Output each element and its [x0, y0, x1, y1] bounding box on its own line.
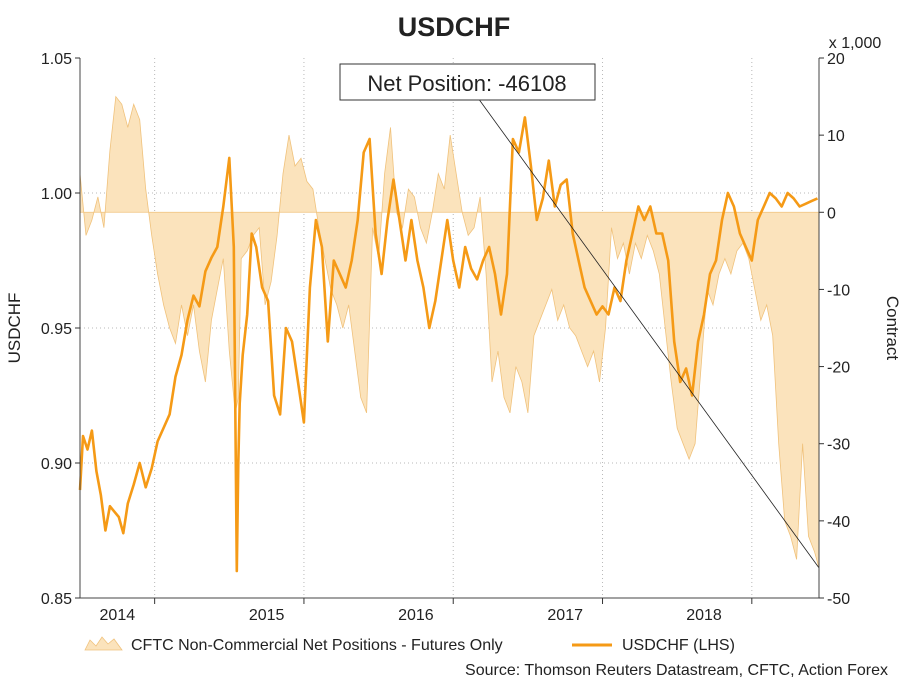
right-tick-label: 0 [827, 205, 836, 222]
annotation-box [339, 63, 596, 101]
right-tick-label: -40 [827, 514, 850, 531]
left-axis-label: USDCHF [5, 293, 24, 364]
legend-label-usdchf: USDCHF (LHS) [622, 637, 735, 654]
x-tick-label: 2015 [249, 607, 285, 624]
legend-item-cftc: CFTC Non-Commercial Net Positions - Futu… [84, 636, 503, 654]
right-tick-label: -30 [827, 437, 850, 454]
right-tick-label: -50 [827, 591, 850, 608]
x-tick-label: 2018 [686, 607, 722, 624]
left-tick-label: 1.05 [41, 51, 72, 68]
right-tick-label: 20 [827, 51, 845, 68]
left-tick-label: 0.95 [41, 321, 72, 338]
x-axis-ticks: 2014 2015 2016 2017 2018 [100, 598, 753, 624]
left-tick-label: 0.90 [41, 456, 72, 473]
right-axis-label: Contract [883, 296, 902, 361]
right-axis-multiplier: x 1,000 [829, 35, 882, 52]
x-tick-label: 2014 [100, 607, 136, 624]
right-tick-label: -20 [827, 360, 850, 377]
left-axis-ticks: 0.85 0.90 0.95 1.00 1.05 [41, 51, 80, 608]
usdchf-line [78, 116, 819, 573]
legend: CFTC Non-Commercial Net Positions - Futu… [84, 636, 735, 654]
x-tick-label: 2016 [398, 607, 434, 624]
annotation-group: Net Position: -46108 [339, 63, 820, 569]
legend-item-usdchf: USDCHF (LHS) [572, 637, 735, 654]
legend-swatch-cftc [84, 636, 123, 651]
legend-label-cftc: CFTC Non-Commercial Net Positions - Futu… [131, 637, 503, 654]
chart-title: USDCHF [398, 12, 511, 42]
right-tick-label: -10 [827, 282, 850, 299]
source-note: Source: Thomson Reuters Datastream, CFTC… [465, 662, 888, 679]
x-tick-label: 2017 [547, 607, 583, 624]
usdchf-series [78, 116, 819, 573]
annotation-label: Net Position: -46108 [367, 71, 566, 96]
right-axis-ticks: -50 -40 -30 -20 -10 0 10 20 [819, 51, 850, 608]
annotation-leader-line [477, 97, 820, 569]
right-tick-label: 10 [827, 128, 845, 145]
left-tick-label: 0.85 [41, 591, 72, 608]
left-tick-label: 1.00 [41, 186, 72, 203]
